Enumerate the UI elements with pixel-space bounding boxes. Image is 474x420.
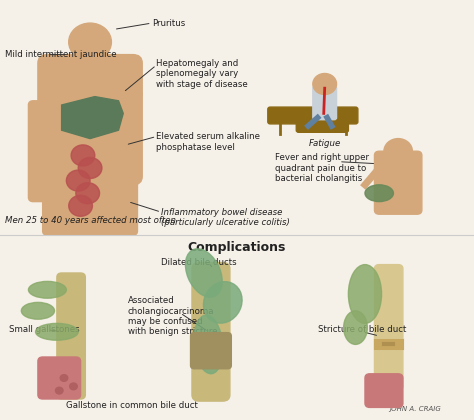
Circle shape [78,158,102,178]
Text: Men 25 to 40 years affected most often: Men 25 to 40 years affected most often [5,216,176,225]
Text: Hepatomegaly and
splenomegaly vary
with stage of disease: Hepatomegaly and splenomegaly vary with … [156,59,248,89]
Text: JOHN A. CRAIG: JOHN A. CRAIG [389,406,440,412]
Text: Fever and right upper
quadrant pain due to
bacterial cholangitis: Fever and right upper quadrant pain due … [275,153,369,183]
Ellipse shape [21,302,55,319]
Text: Inflammatory bowel disease
(particularly ulcerative colitis): Inflammatory bowel disease (particularly… [161,208,290,227]
Polygon shape [114,92,142,168]
Circle shape [66,170,90,191]
FancyBboxPatch shape [365,374,403,407]
Text: Dilated bile ducts: Dilated bile ducts [161,258,237,267]
Text: Stricture of bile duct: Stricture of bile duct [318,326,406,334]
FancyBboxPatch shape [38,357,81,399]
Ellipse shape [203,282,242,323]
Ellipse shape [344,311,367,344]
Circle shape [313,74,337,94]
Text: Associated
cholangiocarcinoma
may be confused
with benign stricture: Associated cholangiocarcinoma may be con… [128,296,218,336]
FancyBboxPatch shape [296,120,348,132]
Ellipse shape [194,315,223,374]
Text: Small gallstones: Small gallstones [9,326,80,334]
FancyBboxPatch shape [374,151,422,214]
Circle shape [76,183,100,204]
FancyBboxPatch shape [268,107,358,124]
Ellipse shape [28,281,66,298]
Text: Mild intermittent jaundice: Mild intermittent jaundice [5,50,116,59]
FancyBboxPatch shape [374,265,403,391]
Text: Complications: Complications [188,241,286,254]
FancyBboxPatch shape [38,55,142,185]
FancyBboxPatch shape [313,86,337,120]
Polygon shape [62,97,123,139]
FancyBboxPatch shape [57,273,85,399]
FancyBboxPatch shape [191,333,231,369]
Text: Gallstone in common bile duct: Gallstone in common bile duct [66,401,198,410]
Circle shape [60,375,68,381]
Circle shape [70,383,77,390]
Text: Elevated serum alkaline
phosphatase level: Elevated serum alkaline phosphatase leve… [156,132,260,152]
FancyBboxPatch shape [43,164,137,235]
FancyBboxPatch shape [28,101,62,202]
Circle shape [55,387,63,394]
Ellipse shape [348,265,382,323]
Circle shape [69,195,92,216]
FancyBboxPatch shape [192,262,230,401]
Ellipse shape [185,249,222,297]
Circle shape [384,139,412,164]
Circle shape [71,145,95,166]
Text: Pruritus: Pruritus [152,19,185,28]
Ellipse shape [36,323,78,340]
Circle shape [69,23,111,61]
Ellipse shape [365,185,393,202]
Text: Fatigue: Fatigue [309,139,341,147]
